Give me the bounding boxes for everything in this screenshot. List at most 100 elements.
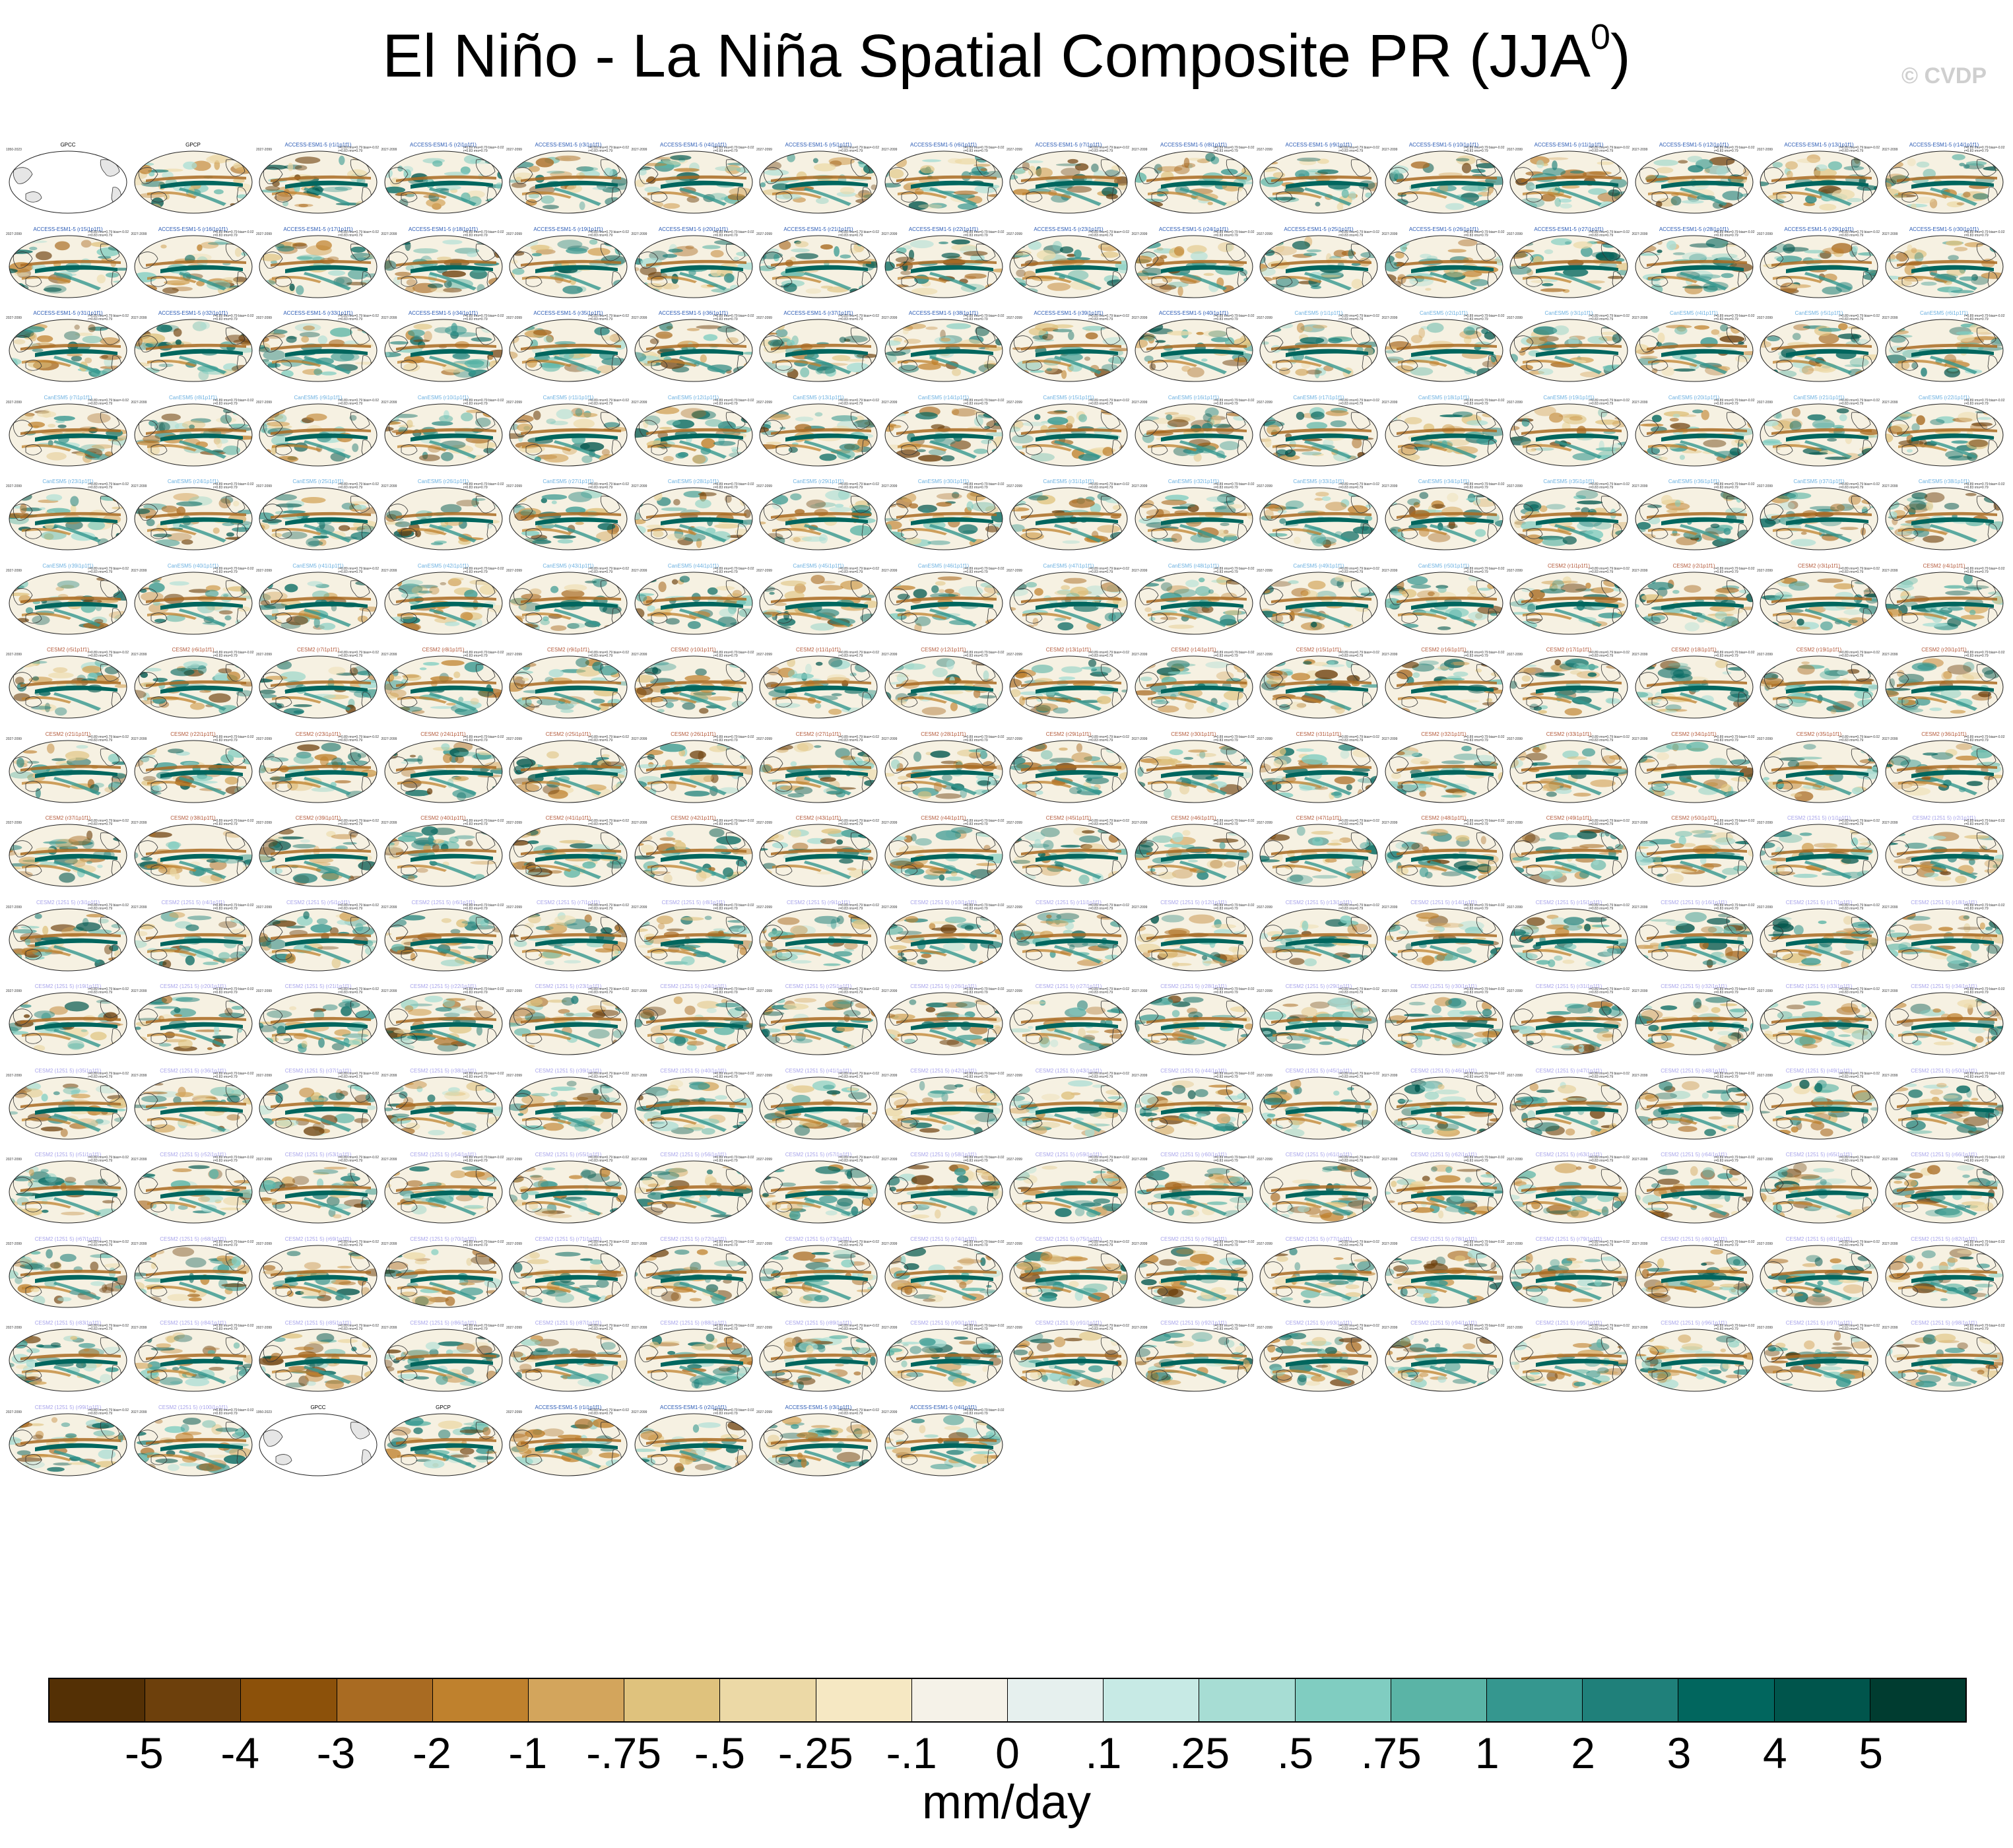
panel-title: CESM2 (1251 5) (r89i1p1f1): [785, 1320, 852, 1326]
pacific-map: [1635, 1160, 1753, 1224]
panel-title: CESM2 (1251 5) (r15i1p1f1): [1535, 899, 1602, 906]
panel-title: CESM2 (1251 5) (r33i1p1f1): [1785, 983, 1853, 989]
panel-years: 2027-2099: [631, 484, 647, 488]
panel-stats: r=0.89 rms=0.79 bias=-0.02 r=0.83 rms=0.7…: [1338, 146, 1379, 153]
colorbar-units: mm/day: [921, 1776, 1092, 1829]
pacific-map: [509, 824, 628, 887]
panel-years: 2027-2099: [1507, 737, 1523, 741]
pacific-map: [1259, 235, 1378, 298]
colorbar-cell: [911, 1679, 1008, 1721]
pacific-map: [259, 1160, 378, 1224]
pacific-map: [634, 992, 752, 1055]
colorbar-cell: [1391, 1679, 1488, 1721]
panel-title: CESM2 (1251 5) (r19i1p1f1): [34, 983, 102, 989]
map-panel: CanESM5 (r9i1p1f1) 2027-2099 r=0.89 rms=0.…: [256, 395, 379, 467]
map-panel: CanESM5 (r49i1p1f1) 2027-2099 r=0.89 rms=0…: [1257, 563, 1379, 635]
pacific-map: [1885, 572, 2003, 634]
pacific-map: [634, 908, 752, 971]
panel-years: 2027-2099: [1006, 316, 1022, 320]
map-panel: ACCESS-ESM1-5 (r29i1p1f1) 2027-2099 r=0.89…: [1757, 226, 1880, 298]
panel-stats: r=0.89 rms=0.79 bias=-0.02 r=0.83 rms=0.7…: [213, 735, 254, 742]
panel-title: ACCESS-ESM1-5 (r32i1p1f1): [158, 310, 228, 316]
panel-title: ACCESS-ESM1-5 (r33i1p1f1): [283, 310, 353, 316]
map-panel: CESM2 (1251 5) (r39i1p1f1) 2027-2099 r=0.8…: [506, 1068, 629, 1140]
map-panel: CESM2 (r34i1p1f1) 2027-2099 r=0.89 rms=0.7…: [1632, 731, 1755, 803]
panel-stats: r=0.89 rms=0.79 bias=-0.02 r=0.83 rms=0.7…: [713, 987, 754, 995]
panel-title: CanESM5 (r14i1p1f1): [917, 394, 970, 401]
pacific-map: [509, 572, 628, 634]
panel-years: 2027-2099: [1257, 1326, 1272, 1330]
panel-stats: r=0.89 rms=0.79 bias=-0.02 r=0.83 rms=0.7…: [1713, 903, 1755, 911]
panel-stats: r=0.89 rms=0.79 bias=-0.02 r=0.83 rms=0.7…: [1589, 1156, 1630, 1163]
panel-stats: r=0.89 rms=0.79 bias=-0.02 r=0.83 rms=0.7…: [1088, 1324, 1129, 1331]
panel-years: 2027-2099: [381, 653, 397, 657]
panel-stats: r=0.89 rms=0.79 bias=-0.02 r=0.83 rms=0.7…: [1713, 230, 1755, 238]
panel-title: CanESM5 (r33i1p1f1): [1293, 478, 1344, 484]
map-panel: CanESM5 (r4i1p1f1) 2027-2099 r=0.89 rms=0.…: [1632, 310, 1755, 382]
map-panel: CESM2 (1251 5) (r67i1p1f1) 2027-2099 r=0.8…: [6, 1236, 129, 1308]
map-panel: CESM2 (1251 5) (r6i1p1f1) 2027-2099 r=0.89…: [381, 900, 504, 972]
panel-title: CESM2 (1251 5) (r47i1p1f1): [1535, 1067, 1602, 1074]
panel-title: CESM2 (r49i1p1f1): [1546, 815, 1592, 821]
panel-stats: r=0.89 rms=0.79 bias=-0.02 r=0.83 rms=0.7…: [588, 735, 629, 742]
panel-years: 2027-2099: [506, 1241, 522, 1246]
panel-title: CESM2 (r3i1p1f1): [1797, 562, 1841, 569]
panel-title: CESM2 (1251 5) (r86i1p1f1): [410, 1320, 477, 1326]
pacific-map: [634, 487, 752, 550]
panel-title: CESM2 (r34i1p1f1): [1671, 731, 1717, 737]
map-panel: ACCESS-ESM1-5 (r8i1p1f1) 2027-2099 r=0.89 …: [1132, 142, 1255, 214]
panel-title: CESM2 (r47i1p1f1): [1296, 815, 1342, 821]
panel-stats: r=0.89 rms=0.79 bias=-0.02 r=0.83 rms=0.7…: [1213, 398, 1255, 406]
pacific-map: [634, 150, 752, 214]
panel-title: CESM2 (1251 5) (r46i1p1f1): [1410, 1067, 1477, 1074]
map-panel: CanESM5 (r26i1p1f1) 2027-2099 r=0.89 rms=0…: [381, 478, 504, 550]
pacific-map: [259, 908, 378, 971]
panel-stats: r=0.89 rms=0.79 bias=-0.02 r=0.83 rms=0.7…: [963, 1324, 1005, 1331]
map-panel: CESM2 (1251 5) (r13i1p1f1) 2027-2099 r=0.8…: [1257, 900, 1379, 972]
map-panel: CESM2 (r22i1p1f1) 2027-2099 r=0.89 rms=0.7…: [131, 731, 254, 803]
panel-years: 2027-2099: [131, 316, 147, 320]
panel-years: 2027-2099: [631, 1241, 647, 1246]
panel-years: 2027-2099: [1507, 1326, 1523, 1330]
panel-years: 2027-2099: [1882, 1326, 1898, 1330]
panel-years: 2027-2099: [1381, 905, 1398, 909]
panel-years: 2027-2099: [381, 148, 397, 152]
panel-title: ACCESS-ESM1-5 (r18i1p1f1): [408, 226, 478, 232]
panel-title: CanESM5 (r3i1p1f1): [1544, 310, 1593, 316]
colorbar-tick-label: 2: [1571, 1729, 1595, 1777]
map-panel: CESM2 (1251 5) (r76i1p1f1) 2027-2099 r=0.8…: [1132, 1236, 1255, 1308]
map-panel: CESM2 (1251 5) (r58i1p1f1) 2027-2099 r=0.8…: [882, 1152, 1005, 1224]
panel-title: CanESM5 (r26i1p1f1): [417, 478, 469, 484]
panel-stats: r=0.89 rms=0.79 bias=-0.02 r=0.83 rms=0.7…: [963, 1156, 1005, 1163]
map-panel: CESM2 (1251 5) (r8i1p1f1) 2027-2099 r=0.89…: [632, 900, 754, 972]
map-panel: CanESM5 (r8i1p1f1) 2027-2099 r=0.89 rms=0.…: [131, 395, 254, 467]
panel-years: 2027-2099: [1757, 484, 1773, 488]
panel-title: ACCESS-ESM1-5 (r1i1p1f1): [535, 1404, 602, 1410]
pacific-map: [509, 655, 628, 719]
panel-title: CanESM5 (r2i1p1f1): [1420, 310, 1468, 316]
panel-years: 2027-2099: [756, 148, 772, 152]
panel-stats: r=0.89 rms=0.79 bias=-0.02 r=0.83 rms=0.7…: [588, 819, 629, 826]
panel-title: CESM2 (1251 5) (r49i1p1f1): [1785, 1067, 1853, 1074]
map-panel: CanESM5 (r27i1p1f1) 2027-2099 r=0.89 rms=0…: [506, 478, 629, 550]
panel-stats: r=0.89 rms=0.79 bias=-0.02 r=0.83 rms=0.7…: [213, 987, 254, 995]
map-panel: CanESM5 (r40i1p1f1) 2027-2099 r=0.89 rms=0…: [131, 563, 254, 635]
map-panel: ACCESS-ESM1-5 (r34i1p1f1) 2027-2099 r=0.89…: [381, 310, 504, 382]
map-panel: CESM2 (1251 5) (r81i1p1f1) 2027-2099 r=0.8…: [1757, 1236, 1880, 1308]
panel-years: 2027-2099: [506, 1158, 522, 1162]
panel-stats: r=0.89 rms=0.79 bias=-0.02 r=0.83 rms=0.7…: [1463, 482, 1505, 490]
panel-title: CESM2 (1251 5) (r10i1p1f1): [910, 899, 977, 906]
panel-stats: r=0.89 rms=0.79 bias=-0.02 r=0.83 rms=0.7…: [1213, 903, 1255, 911]
pacific-map: [1635, 235, 1753, 298]
panel-title: ACCESS-ESM1-5 (r23i1p1f1): [1034, 226, 1104, 232]
pacific-map: [1259, 1329, 1378, 1392]
pacific-map: [1509, 319, 1628, 382]
colorbar-tick-label: .1: [1085, 1729, 1122, 1777]
map-panel: ACCESS-ESM1-5 (r4i1p1f1) 2027-2099 r=0.89 …: [632, 142, 754, 214]
pacific-map: [1509, 572, 1628, 634]
panel-years: 2027-2099: [256, 316, 272, 320]
map-panel: CESM2 (1251 5) (r14i1p1f1) 2027-2099 r=0.8…: [1381, 900, 1505, 972]
panel-years: 2027-2099: [381, 1241, 397, 1246]
panel-years: 2027-2099: [1882, 400, 1898, 405]
